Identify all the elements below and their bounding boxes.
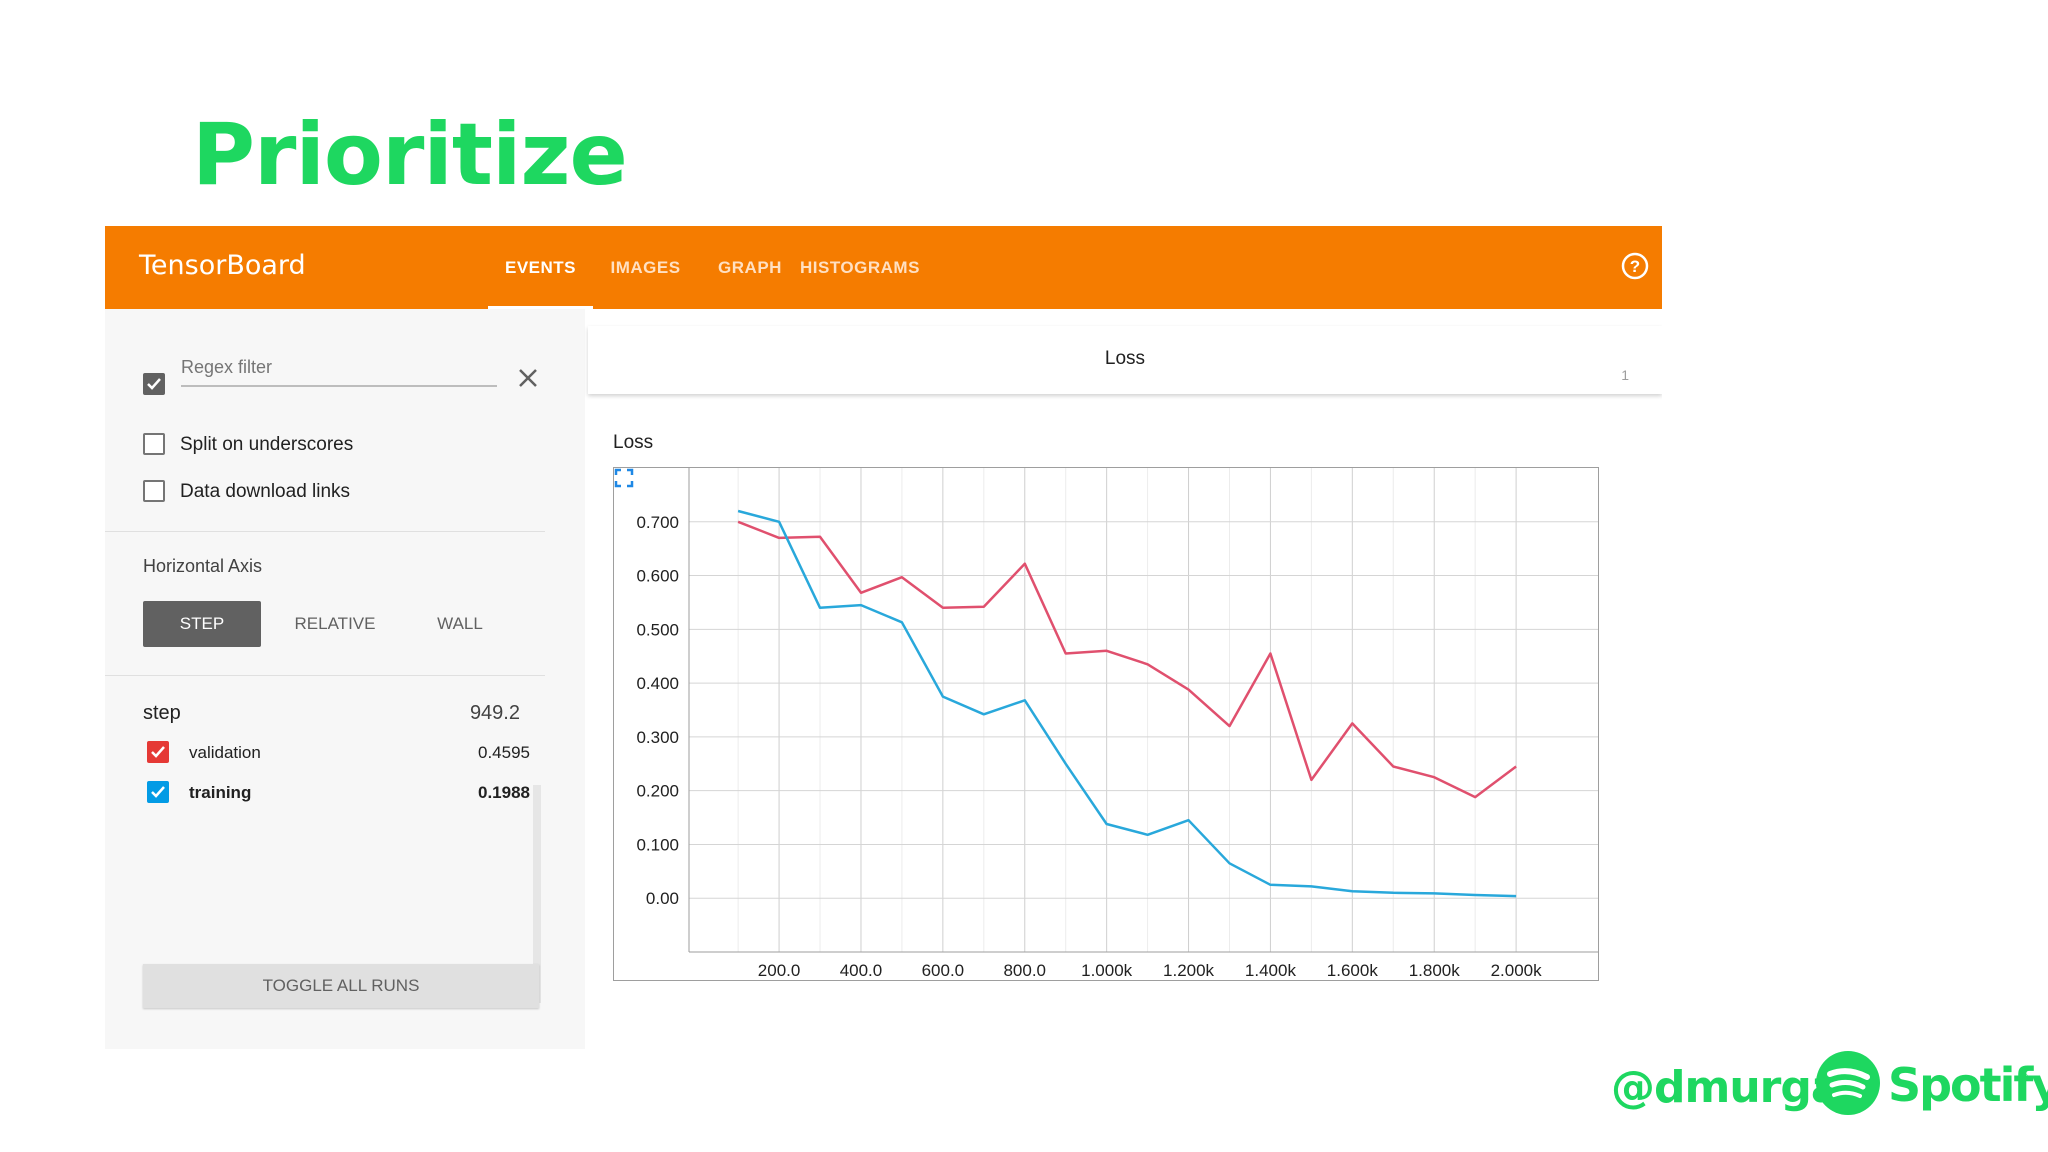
card-header-title: Loss [1104, 348, 1146, 369]
tab-histograms[interactable]: HISTOGRAMS [800, 258, 920, 277]
y-tick-label: 0.500 [636, 620, 679, 639]
x-tick-label: 1.600k [1327, 961, 1379, 980]
axis-wall-button[interactable]: WALL [437, 614, 483, 633]
twitter-handle: @dmurga [1611, 1062, 1841, 1113]
check-icon [151, 746, 165, 758]
run-training-value: 0.1988 [478, 783, 530, 802]
data-download-checkbox[interactable] [143, 480, 165, 502]
axis-relative-button[interactable]: RELATIVE [294, 614, 376, 633]
run-validation-name: validation [189, 743, 261, 762]
axis-step-button[interactable]: STEP [143, 601, 261, 647]
tab-graph[interactable]: GRAPH [718, 258, 782, 277]
tooltip-step-value: 949.2 [469, 702, 520, 724]
run-validation-checkbox[interactable] [147, 741, 169, 763]
spotify-wordmark: Spotify [1888, 1058, 2048, 1112]
x-tick-label: 1.000k [1081, 961, 1133, 980]
close-icon[interactable] [517, 367, 539, 389]
runs-scrollbar[interactable] [533, 785, 541, 1003]
y-tick-label: 0.700 [636, 513, 679, 532]
run-validation-value: 0.4595 [478, 743, 530, 762]
split-underscores-checkbox[interactable] [143, 433, 165, 455]
series-line-validation [737, 520, 1517, 799]
x-tick-label: 800.0 [1003, 961, 1046, 980]
y-tick-label: 0.200 [636, 782, 679, 801]
card-header[interactable]: Loss 1 [588, 326, 1662, 394]
y-tick-label: 0.600 [636, 567, 679, 586]
regex-filter-checkbox[interactable] [143, 373, 165, 395]
x-tick-label: 2.000k [1491, 961, 1543, 980]
regex-filter-input[interactable] [181, 349, 497, 387]
check-icon [147, 378, 161, 390]
x-tick-label: 1.400k [1245, 961, 1297, 980]
divider [105, 675, 545, 676]
toggle-all-runs-button[interactable]: TOGGLE ALL RUNS [143, 964, 539, 1008]
data-download-label: Data download links [180, 481, 351, 502]
svg-text:?: ? [1630, 257, 1640, 276]
y-tick-label: 0.300 [636, 728, 679, 747]
tab-events[interactable]: EVENTS [488, 226, 593, 309]
expand-icon[interactable] [614, 468, 634, 488]
loss-chart-svg: 0.00 0.100 0.200 0.300 0.400 0.500 0.600 0.700 2… [636, 468, 1598, 980]
tensorboard-screenshot: TensorBoard EVENTS IMAGES GRAPH HISTOGRA… [105, 226, 1662, 1049]
x-tick-label: 400.0 [840, 961, 883, 980]
spotify-logo-icon [1816, 1051, 1880, 1115]
x-tick-label: 600.0 [922, 961, 965, 980]
card-count-badge: 1 [1621, 367, 1629, 383]
tooltip-step-label: step [143, 702, 181, 724]
loss-chart[interactable]: 0.00 0.100 0.200 0.300 0.400 0.500 0.600 0.700 2… [613, 467, 1599, 981]
run-training-checkbox[interactable] [147, 781, 169, 803]
run-training-name: training [189, 783, 252, 802]
horizontal-axis-heading: Horizontal Axis [143, 556, 263, 576]
registered-mark: ® [2020, 1072, 2029, 1084]
x-tick-label: 1.200k [1163, 961, 1215, 980]
split-underscores-label: Split on underscores [180, 434, 354, 455]
y-tick-label: 0.100 [636, 835, 679, 854]
help-circle-icon[interactable]: ? [1621, 252, 1649, 280]
slide-title: Prioritize [192, 105, 628, 205]
x-tick-label: 200.0 [758, 961, 801, 980]
sidebar: Split on underscores Data download links… [105, 309, 585, 1049]
chart-title: Loss [613, 432, 654, 453]
y-tick-label: 0.400 [636, 674, 679, 693]
series-line-training [737, 509, 1517, 898]
check-icon [151, 786, 165, 798]
y-tick-label: 0.00 [646, 889, 679, 908]
x-tick-label: 1.800k [1409, 961, 1461, 980]
app-toolbar: TensorBoard EVENTS IMAGES GRAPH HISTOGRA… [105, 226, 1662, 309]
tab-images[interactable]: IMAGES [610, 258, 681, 277]
main-content: Loss 1 Loss 0.00 0.100 0.200 0.300 0.400 0.50… [585, 309, 1662, 1049]
divider [105, 531, 545, 532]
app-name: TensorBoard [139, 250, 306, 281]
